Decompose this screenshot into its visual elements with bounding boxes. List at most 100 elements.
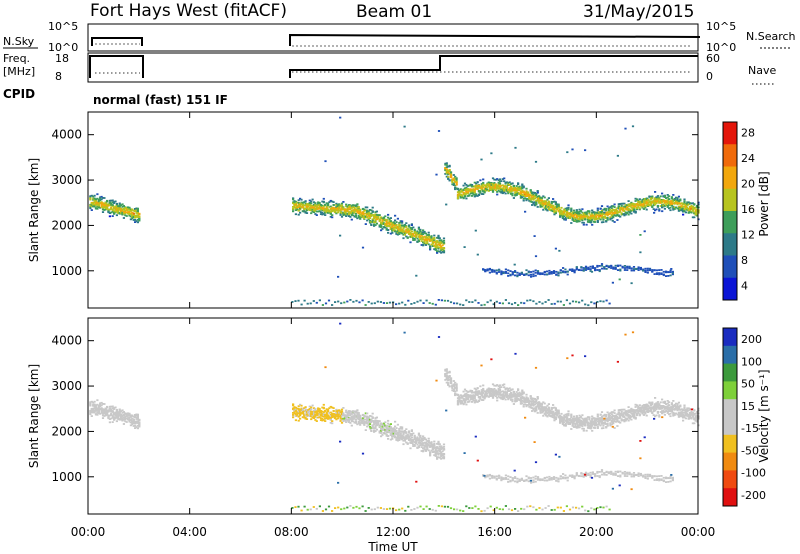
power-cell <box>574 272 576 274</box>
power-cell <box>509 181 511 183</box>
power-cell <box>358 206 360 208</box>
power-cell <box>91 209 93 211</box>
velocity-cell <box>121 409 123 411</box>
velocity-cell <box>482 385 484 387</box>
power-cell <box>114 201 116 203</box>
power-noise <box>612 220 614 222</box>
colorbar-tick: 16 <box>741 203 755 216</box>
power-cell <box>646 209 648 211</box>
power-cell <box>379 219 381 221</box>
power-cell <box>651 197 653 199</box>
power-cell <box>651 271 653 273</box>
power-cell <box>606 300 608 302</box>
velocity-cell <box>425 450 427 452</box>
power-cell <box>324 214 326 216</box>
power-noise <box>558 250 560 252</box>
power-cell <box>325 303 327 305</box>
nsky-panel: N.Sky 10^5 10^0 10^5 10^0 N.Search <box>3 20 796 54</box>
velocity-cell <box>453 380 455 382</box>
velocity-cell <box>138 422 140 424</box>
power-cell <box>513 197 515 199</box>
power-cell <box>635 268 637 270</box>
power-cell <box>606 265 608 267</box>
power-noise <box>530 274 532 276</box>
power-cell <box>496 273 498 275</box>
power-cell <box>478 194 480 196</box>
power-cell <box>450 301 452 303</box>
colorbar-tick: 28 <box>741 127 755 140</box>
velocity-cell <box>337 417 339 419</box>
power-cell <box>591 224 593 226</box>
velocity-cell <box>306 418 308 420</box>
power-cbar-label: Power [dB] <box>757 171 771 236</box>
power-cell <box>402 237 404 239</box>
power-cell <box>537 273 539 275</box>
velocity-cell <box>446 370 448 372</box>
power-cell <box>366 207 368 209</box>
freq-panel: Freq. [MHz] 18 8 60 0 Nave <box>3 52 776 84</box>
power-cell <box>525 273 527 275</box>
velocity-cell <box>405 428 407 430</box>
power-cell <box>376 211 378 213</box>
power-noise <box>584 149 586 151</box>
power-cell <box>592 267 594 269</box>
power-cell <box>602 301 604 303</box>
power-cell <box>638 266 640 268</box>
velocity-cell <box>358 412 360 414</box>
power-cell <box>450 171 452 173</box>
power-cell <box>450 174 452 176</box>
power-cell <box>578 269 580 271</box>
power-colorbar: 282420161284 <box>723 122 755 301</box>
velocity-cell <box>450 382 452 384</box>
velocity-cell <box>443 448 445 450</box>
power-cell <box>594 221 596 223</box>
velocity-cell <box>395 427 397 429</box>
power-cell <box>395 303 397 305</box>
power-cell <box>597 209 599 211</box>
velocity-cell <box>447 384 449 386</box>
power-cell <box>123 217 125 219</box>
power-cell <box>477 302 479 304</box>
power-cell <box>416 238 418 240</box>
figure: Fort Hays West (fitACF) Beam 01 31/May/2… <box>0 0 800 554</box>
power-cell <box>514 302 516 304</box>
power-cell <box>584 304 586 306</box>
power-cell <box>619 265 621 267</box>
power-cell <box>310 212 312 214</box>
power-cell <box>542 209 544 211</box>
power-scatter <box>89 117 699 306</box>
power-cell <box>447 176 449 178</box>
power-cell <box>430 235 432 237</box>
power-cell <box>635 212 637 214</box>
power-cell <box>558 205 560 207</box>
power-cell <box>601 268 603 270</box>
velocity-cell <box>456 390 458 392</box>
power-cell <box>468 301 470 303</box>
power-cell <box>587 267 589 269</box>
power-cell <box>527 191 529 193</box>
power-cell <box>479 190 481 192</box>
power-cell <box>133 213 135 215</box>
power-cell <box>391 232 393 234</box>
power-cell <box>663 274 665 276</box>
velocity-cell <box>479 396 481 398</box>
velocity-cell <box>319 408 321 410</box>
power-cell <box>425 244 427 246</box>
power-cell <box>523 274 525 276</box>
power-cell <box>558 207 560 209</box>
power-cell <box>442 244 444 246</box>
power-cell <box>571 268 573 270</box>
power-cell <box>428 244 430 246</box>
velocity-cell <box>416 436 418 438</box>
power-cell <box>546 271 548 273</box>
velocity-cell <box>91 415 93 417</box>
power-cell <box>530 271 532 273</box>
power-cell <box>345 204 347 206</box>
power-cell <box>138 220 140 222</box>
power-cell <box>628 214 630 216</box>
velocity-cell <box>351 425 353 427</box>
power-noise <box>475 230 477 232</box>
power-cell <box>535 204 537 206</box>
power-cell <box>479 179 481 181</box>
freq-label-1: Freq. <box>3 52 30 65</box>
